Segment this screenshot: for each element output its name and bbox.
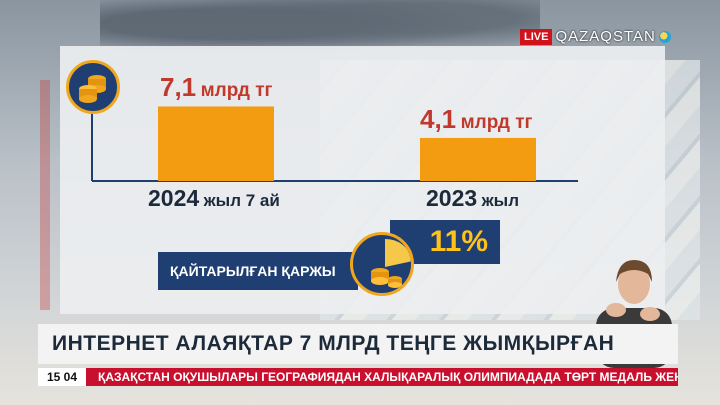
returned-money-label: ҚАЙТАРЫЛҒАН ҚАРЖЫ [158,252,358,290]
live-badge: LIVE [520,28,553,45]
category-label-2023: 2023 жыл [426,185,519,211]
ticker-text: ҚАЗАҚСТАН ОҚУШЫЛАРЫ ГЕОГРАФИЯДАН ХАЛЫҚАР… [88,368,678,386]
bar-value-label-2023: 4,1 млрд тг [420,103,533,134]
background-red-stripe [40,80,50,310]
bar-2023 [420,137,536,181]
category-label-2024: 2024 жыл 7 ай [148,185,280,211]
bar-value-label-2024: 7,1 млрд тг [160,72,273,103]
news-ticker: 15 04 ҚАЗАҚСТАН ОҚУШЫЛАРЫ ГЕОГРАФИЯДАН Х… [38,368,678,386]
pie-chart-icon [350,232,414,296]
bar-2024 [158,106,274,181]
channel-brand: QAZAQSTAN [555,28,656,45]
coins-icon [66,60,120,114]
brand-emblem-icon [658,30,671,43]
ticker-time: 15 04 [38,368,88,386]
channel-logo: LIVE QAZAQSTAN [520,28,671,45]
news-headline: ИНТЕРНЕТ АЛАЯҚТАР 7 МЛРД ТЕҢГЕ ЖЫМҚЫРҒАН [38,324,678,364]
